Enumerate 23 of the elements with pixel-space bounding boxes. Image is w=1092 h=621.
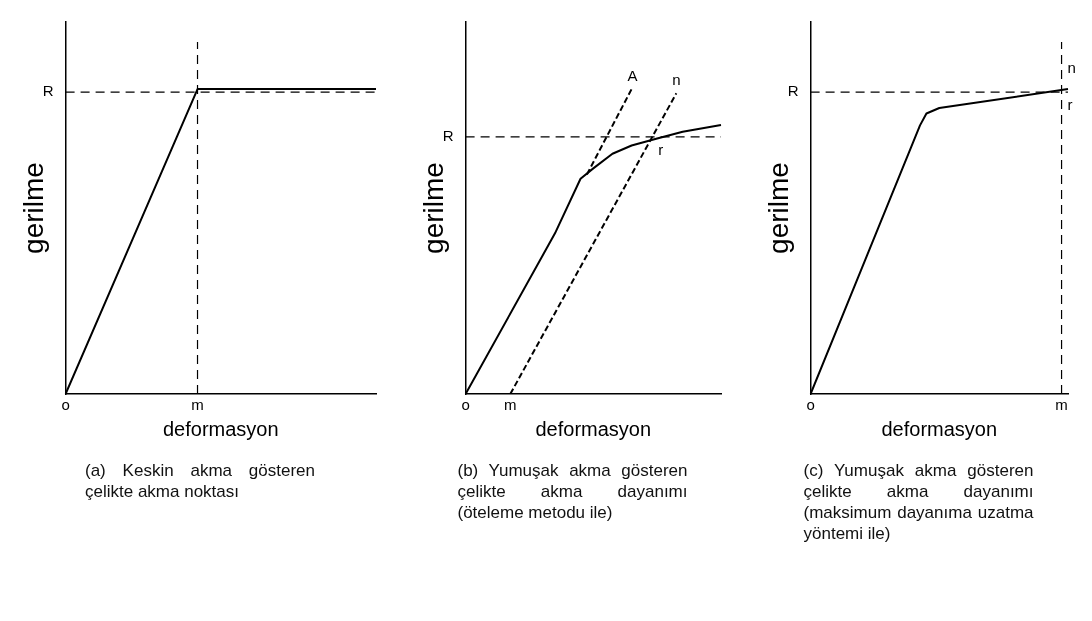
y-axis-title: gerilme xyxy=(17,162,49,254)
ref-line-label: R xyxy=(42,82,54,100)
x-tick-label: m xyxy=(191,396,204,414)
text: (c) Yumuşak akma gösteren çelikte akma dayanımı (maksimum dayanıma uzatma yöntemi ile) xyxy=(803,460,1034,544)
series-label: A xyxy=(627,67,638,85)
x-axis-title: deformasyon xyxy=(535,417,652,440)
text: (a) Keskin akma gösteren çelikte akma noktası xyxy=(85,460,315,502)
y-axis-title: gerilme xyxy=(417,162,449,254)
text: (b) Yumuşak akma gösteren çelikte akma dayanımı (öteleme metodu ile) xyxy=(457,460,688,523)
annotation: n xyxy=(1067,59,1076,77)
x-tick-label: o xyxy=(461,396,470,414)
x-axis-title: deformasyon xyxy=(881,417,998,440)
x-tick-label: o xyxy=(806,396,815,414)
annotation: r xyxy=(658,140,664,158)
x-tick-label: o xyxy=(61,396,70,414)
annotation: r xyxy=(1067,95,1073,113)
x-tick-label: m xyxy=(1055,396,1068,414)
ref-line-label: R xyxy=(787,82,799,100)
x-axis-title: deformasyon xyxy=(162,417,279,440)
series-label: n xyxy=(672,71,681,89)
ref-line-label: R xyxy=(442,127,454,145)
y-axis-title: gerilme xyxy=(762,162,794,254)
x-tick-label: m xyxy=(504,396,517,414)
